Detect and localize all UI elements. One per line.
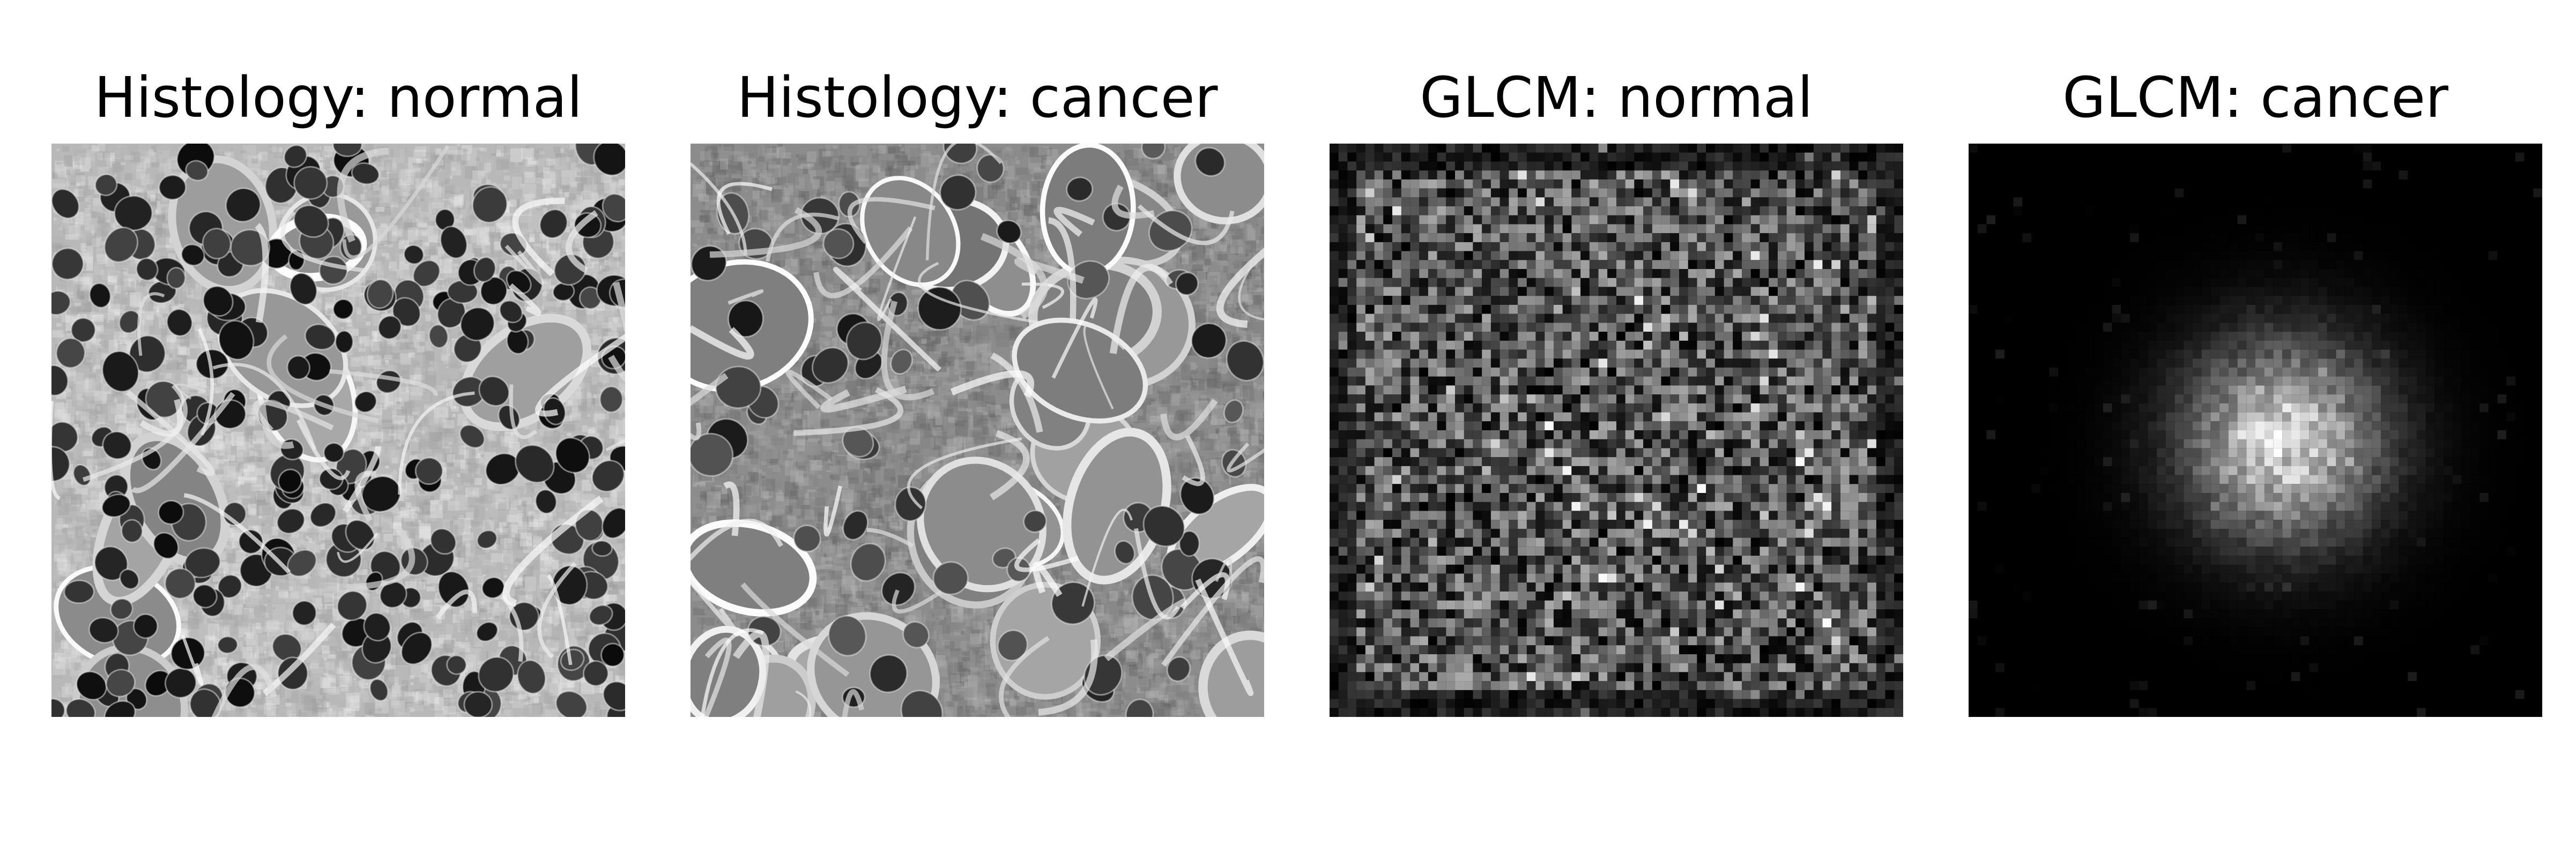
panel-histology-normal: Histology: normal xyxy=(51,0,625,718)
panel-glcm-cancer: GLCM: cancer xyxy=(1969,0,2542,718)
panel-histology-cancer: Histology: cancer xyxy=(691,0,1264,718)
panel-glcm-normal: GLCM: normal xyxy=(1330,0,1903,718)
glcm-cancer-image xyxy=(1969,144,2542,717)
panel-title: Histology: cancer xyxy=(737,65,1218,130)
panel-title: Histology: normal xyxy=(94,65,583,130)
histology-cancer-image xyxy=(691,144,1264,717)
histology-normal-image xyxy=(51,144,625,717)
glcm-normal-image xyxy=(1330,144,1903,717)
panel-title: GLCM: cancer xyxy=(2062,65,2448,130)
panel-title: GLCM: normal xyxy=(1420,65,1813,130)
